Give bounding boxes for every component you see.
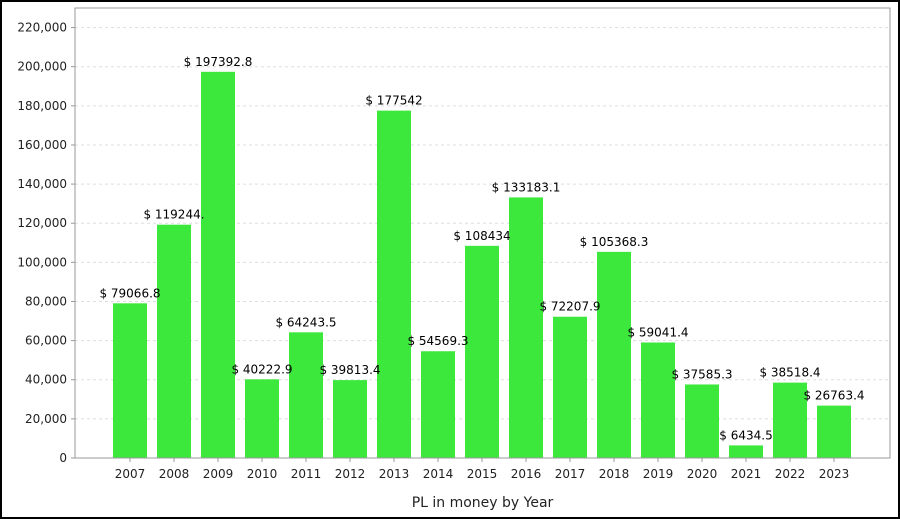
- x-axis-ticks: 2007 2008 2009 2010 2011 2012 2013 2014 2015 2016…: [115, 458, 850, 481]
- x-tick-label-2009: 2009: [203, 467, 234, 481]
- grid-lines: [75, 27, 890, 420]
- data-label-2008: $ 119244.: [143, 208, 204, 222]
- x-tick-label-2016: 2016: [511, 467, 542, 481]
- data-label-2015: $ 108434: [453, 229, 510, 243]
- x-tick-label-2014: 2014: [423, 467, 454, 481]
- y-tick-label: 140,000: [17, 177, 67, 191]
- y-tick-label: 180,000: [17, 99, 67, 113]
- bar-2020: [685, 384, 719, 458]
- data-label-2010: $ 40222.9: [231, 362, 292, 376]
- x-tick-label-2011: 2011: [291, 467, 322, 481]
- y-tick-label: 0: [59, 451, 67, 465]
- x-tick-label-2012: 2012: [335, 467, 366, 481]
- x-tick-label-2022: 2022: [775, 467, 806, 481]
- x-tick-label-2018: 2018: [599, 467, 630, 481]
- x-tick-label-2021: 2021: [731, 467, 762, 481]
- bar-2018: [597, 251, 631, 458]
- data-label-2022: $ 38518.4: [759, 366, 820, 380]
- bar-2008: [157, 224, 191, 458]
- x-tick-label-2008: 2008: [159, 467, 190, 481]
- bars: [113, 71, 851, 458]
- data-label-2017: $ 72207.9: [539, 300, 600, 314]
- y-tick-label: 200,000: [17, 60, 67, 74]
- bar-2021: [729, 445, 763, 458]
- bar-2009: [201, 71, 235, 458]
- data-label-2007: $ 79066.8: [99, 286, 160, 300]
- y-tick-label: 60,000: [25, 334, 67, 348]
- y-tick-label: 120,000: [17, 216, 67, 230]
- bar-2011: [289, 332, 323, 458]
- y-tick-label: 20,000: [25, 412, 67, 426]
- data-labels: $ 79066.8 $ 119244. $ 197392.8 $ 40222.9 $ 6…: [99, 55, 864, 443]
- data-label-2016: $ 133183.1: [492, 180, 561, 194]
- data-label-2020: $ 37585.3: [671, 367, 732, 381]
- data-label-2018: $ 105368.3: [580, 235, 649, 249]
- x-axis-title: PL in money by Year: [412, 495, 554, 511]
- x-tick-label-2010: 2010: [247, 467, 278, 481]
- x-tick-label-2017: 2017: [555, 467, 586, 481]
- x-tick-label-2020: 2020: [687, 467, 718, 481]
- bar-2013: [377, 110, 411, 458]
- data-label-2023: $ 26763.4: [803, 389, 864, 403]
- bar-2014: [421, 351, 455, 458]
- bar-2016: [509, 197, 543, 458]
- bar-2019: [641, 342, 675, 458]
- bar-2023: [817, 405, 851, 458]
- data-label-2009: $ 197392.8: [184, 55, 253, 69]
- data-label-2021: $ 6434.5: [719, 428, 772, 442]
- plot-area-border: [74, 7, 891, 459]
- bar-2007: [113, 303, 147, 458]
- x-tick-label-2019: 2019: [643, 467, 674, 481]
- y-tick-label: 40,000: [25, 373, 67, 387]
- y-axis-ticks: 0 20,000 40,000 60,000 80,000 100,000 120,000 1…: [17, 21, 75, 465]
- bar-2015: [465, 245, 499, 458]
- y-tick-label: 100,000: [17, 255, 67, 269]
- data-label-2013: $ 177542: [365, 94, 422, 108]
- x-tick-label-2023: 2023: [819, 467, 850, 481]
- bar-2022: [773, 382, 807, 458]
- data-label-2014: $ 54569.3: [407, 334, 468, 348]
- bar-2012: [333, 380, 367, 458]
- bar-2017: [553, 316, 587, 458]
- y-tick-label: 220,000: [17, 21, 67, 35]
- y-tick-label: 160,000: [17, 138, 67, 152]
- y-tick-label: 80,000: [25, 294, 67, 308]
- bar-2010: [245, 379, 279, 458]
- x-tick-label-2007: 2007: [115, 467, 146, 481]
- data-label-2011: $ 64243.5: [275, 315, 336, 329]
- data-label-2012: $ 39813.4: [319, 363, 380, 377]
- x-tick-label-2013: 2013: [379, 467, 410, 481]
- data-label-2019: $ 59041.4: [627, 325, 688, 339]
- x-tick-label-2015: 2015: [467, 467, 498, 481]
